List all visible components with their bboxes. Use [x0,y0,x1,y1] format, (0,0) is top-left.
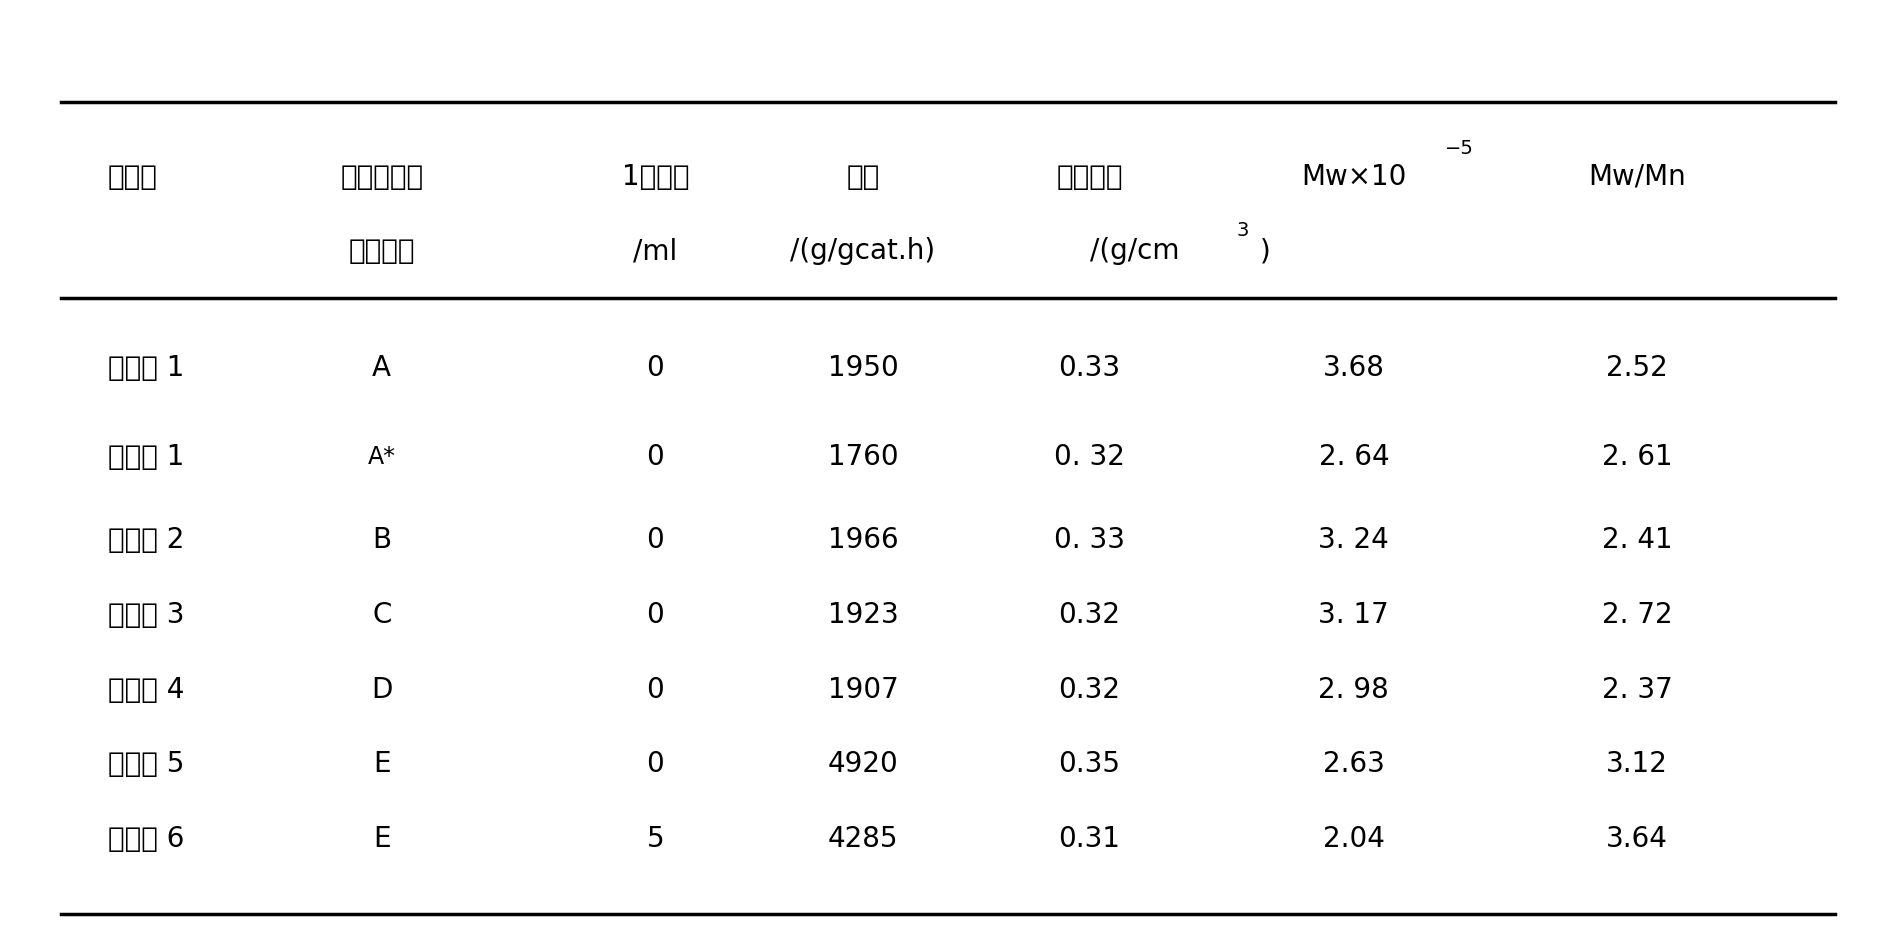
Text: −5: −5 [1445,139,1473,158]
Text: 3: 3 [1236,221,1249,240]
Text: 0. 32: 0. 32 [1054,442,1124,470]
Text: 0: 0 [647,750,664,778]
Text: 实施例 1: 实施例 1 [108,354,184,382]
Text: A*: A* [368,444,396,469]
Text: 1950: 1950 [829,354,899,382]
Text: 1－己烯: 1－己烯 [622,163,688,191]
Text: 1966: 1966 [829,526,899,554]
Text: 2.04: 2.04 [1323,825,1384,853]
Text: 2. 72: 2. 72 [1602,601,1672,630]
Text: E: E [374,750,391,778]
Text: D: D [372,676,392,704]
Text: 0: 0 [647,354,664,382]
Text: 2.52: 2.52 [1606,354,1668,382]
Text: 0.32: 0.32 [1058,601,1121,630]
Text: 实施例 6: 实施例 6 [108,825,184,853]
Text: 实施例 5: 实施例 5 [108,750,184,778]
Text: 活性: 活性 [846,163,880,191]
Text: Mw×10: Mw×10 [1301,163,1407,191]
Text: 3. 24: 3. 24 [1318,526,1390,554]
Text: E: E [374,825,391,853]
Text: 1760: 1760 [829,442,899,470]
Text: 0: 0 [647,601,664,630]
Text: 负载化茂金: 负载化茂金 [339,163,423,191]
Text: 4920: 4920 [829,750,899,778]
Text: 实施例 3: 实施例 3 [108,601,184,630]
Text: 实施例: 实施例 [108,163,157,191]
Text: 实施例 4: 实施例 4 [108,676,184,704]
Text: 3.12: 3.12 [1606,750,1668,778]
Text: 0: 0 [647,526,664,554]
Text: 3.64: 3.64 [1606,825,1668,853]
Text: 4285: 4285 [829,825,899,853]
Text: A: A [372,354,391,382]
Text: 实施例 2: 实施例 2 [108,526,184,554]
Text: 堆积密度: 堆积密度 [1056,163,1122,191]
Text: 比较例 1: 比较例 1 [108,442,184,470]
Text: 2. 41: 2. 41 [1602,526,1672,554]
Text: 2. 98: 2. 98 [1318,676,1390,704]
Text: 2.63: 2.63 [1323,750,1384,778]
Text: B: B [372,526,391,554]
Text: /(g/cm: /(g/cm [1090,237,1179,265]
Text: 0.33: 0.33 [1058,354,1121,382]
Text: 5: 5 [647,825,664,853]
Text: 2. 37: 2. 37 [1602,676,1672,704]
Text: Mw/Mn: Mw/Mn [1589,163,1686,191]
Text: 3. 17: 3. 17 [1318,601,1390,630]
Text: 0: 0 [647,676,664,704]
Text: 2. 64: 2. 64 [1318,442,1390,470]
Text: 0.35: 0.35 [1058,750,1121,778]
Text: 0.31: 0.31 [1058,825,1121,853]
Text: 0: 0 [647,442,664,470]
Text: C: C [372,601,391,630]
Text: 3.68: 3.68 [1323,354,1384,382]
Text: 1907: 1907 [829,676,899,704]
Text: 2. 61: 2. 61 [1602,442,1672,470]
Text: 0.32: 0.32 [1058,676,1121,704]
Text: 1923: 1923 [829,601,899,630]
Text: /(g/gcat.h): /(g/gcat.h) [791,237,935,265]
Text: ): ) [1259,237,1270,265]
Text: /ml: /ml [633,237,677,265]
Text: 属催化剂: 属催化剂 [349,237,415,265]
Text: 0. 33: 0. 33 [1054,526,1124,554]
